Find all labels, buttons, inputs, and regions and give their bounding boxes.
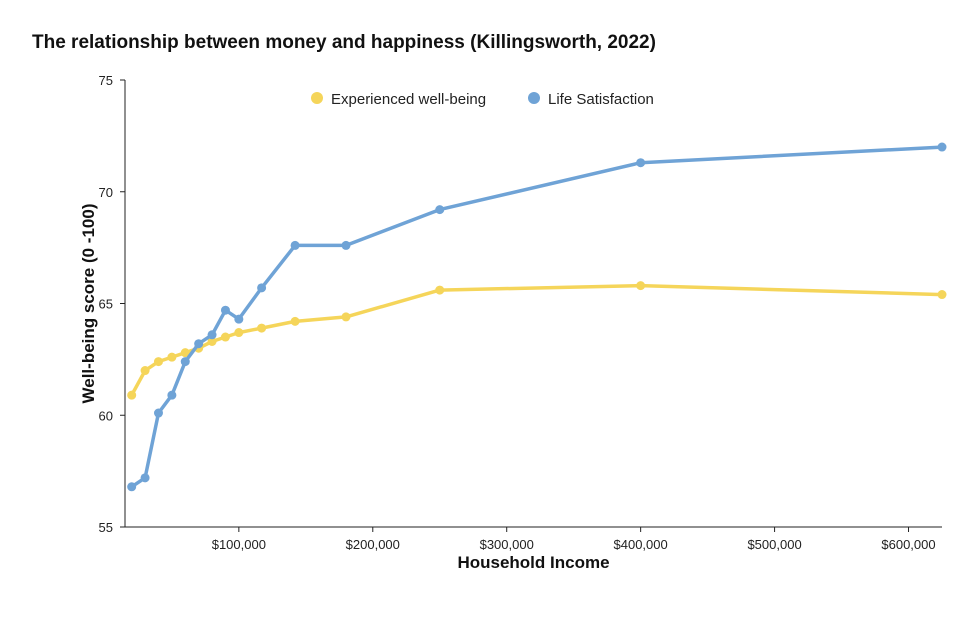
x-tick-label: $300,000: [480, 537, 534, 552]
data-point-experienced-well-being: [167, 352, 177, 362]
data-point-life-satisfaction: [220, 305, 230, 315]
x-tick-label: $400,000: [614, 537, 668, 552]
y-axis-title: Well-being score (0 -100): [79, 204, 98, 404]
data-point-life-satisfaction: [127, 482, 137, 492]
series-life-satisfaction: [127, 142, 947, 492]
data-point-experienced-well-being: [207, 336, 217, 346]
data-point-life-satisfaction: [194, 339, 204, 349]
data-point-life-satisfaction: [435, 205, 445, 215]
x-axis-title: Household Income: [457, 553, 609, 572]
data-point-experienced-well-being: [220, 332, 230, 342]
series-layer: [127, 142, 947, 492]
data-point-experienced-well-being: [127, 390, 137, 400]
y-tick-label: 60: [99, 408, 113, 423]
legend-marker-life-satisfaction: [528, 92, 540, 104]
data-point-life-satisfaction: [167, 390, 177, 400]
data-point-life-satisfaction: [234, 314, 244, 324]
data-point-life-satisfaction: [180, 357, 190, 367]
chart-title: The relationship between money and happi…: [32, 32, 656, 53]
data-point-experienced-well-being: [341, 312, 351, 322]
x-tick-label: $500,000: [747, 537, 801, 552]
legend-label-life-satisfaction: Life Satisfaction: [548, 91, 654, 108]
data-point-experienced-well-being: [180, 348, 190, 358]
y-tick-label: 75: [99, 73, 113, 88]
data-point-life-satisfaction: [636, 158, 646, 168]
x-tick-label: $100,000: [212, 537, 266, 552]
data-point-experienced-well-being: [937, 290, 947, 300]
data-point-experienced-well-being: [636, 281, 646, 291]
data-point-life-satisfaction: [257, 283, 267, 293]
data-point-experienced-well-being: [153, 357, 163, 367]
data-point-life-satisfaction: [153, 408, 163, 418]
data-point-experienced-well-being: [234, 328, 244, 338]
data-point-experienced-well-being: [257, 323, 267, 333]
data-point-experienced-well-being: [140, 366, 150, 376]
legend-label-experienced-well-being: Experienced well-being: [331, 91, 486, 108]
data-point-life-satisfaction: [140, 473, 150, 483]
data-point-experienced-well-being: [290, 316, 300, 326]
y-tick-label: 55: [99, 520, 113, 535]
data-point-life-satisfaction: [290, 240, 300, 250]
legend-marker-experienced-well-being: [311, 92, 323, 104]
x-tick-label: $600,000: [881, 537, 935, 552]
x-tick-label: $200,000: [346, 537, 400, 552]
data-point-life-satisfaction: [207, 330, 217, 340]
data-point-life-satisfaction: [341, 240, 351, 250]
series-experienced-well-being: [127, 281, 947, 400]
series-line-life-satisfaction: [129, 145, 944, 489]
data-point-life-satisfaction: [937, 142, 947, 152]
legend: Experienced well-being Life Satisfaction: [311, 91, 654, 108]
y-tick-label: 70: [99, 185, 113, 200]
tick-labels: 55 60 65 70 75 $100,000 $200,000 $300,000 $400,0…: [99, 73, 936, 552]
axes: [124, 80, 942, 528]
y-tick-label: 65: [99, 297, 113, 312]
data-point-experienced-well-being: [435, 285, 445, 295]
